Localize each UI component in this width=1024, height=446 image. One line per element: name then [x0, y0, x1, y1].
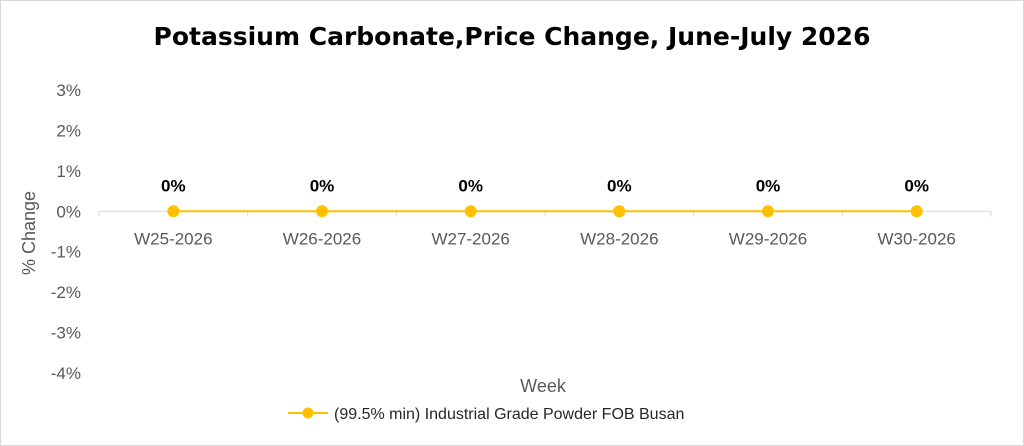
data-point [762, 205, 774, 218]
data-label: 0% [458, 176, 483, 195]
y-tick-label: 1% [56, 162, 81, 181]
data-label: 0% [161, 176, 186, 195]
data-point [910, 205, 923, 218]
x-tick-label: W29-2026 [729, 229, 807, 248]
data-label: 0% [310, 176, 335, 195]
x-tick-label: W30-2026 [877, 229, 955, 248]
data-point [613, 205, 626, 218]
x-axis: W25-2026 W26-2026 W27-2026 W28-2026 W29-2026… [98, 210, 992, 248]
x-tick-label: W27-2026 [431, 229, 509, 248]
data-label: 0% [756, 176, 781, 195]
data-point [167, 205, 180, 218]
legend: (99.5% min) Industrial Grade Powder FOB … [288, 406, 684, 423]
data-point [316, 205, 328, 218]
y-tick-label: -1% [51, 243, 81, 262]
legend-label: (99.5% min) Industrial Grade Powder FOB … [334, 406, 684, 423]
x-axis-title: Week [520, 376, 567, 396]
y-tick-label: 0% [56, 202, 81, 221]
legend-marker [302, 407, 314, 419]
y-tick-label: -2% [51, 283, 81, 302]
y-tick-label: -4% [51, 364, 81, 383]
y-axis-ticks: 3% 2% 1% 0% -1% -2% -3% -4% [51, 81, 81, 383]
y-axis-title: % Change [19, 191, 39, 275]
series-layer: 0% 0% 0% 0% 0% 0% [161, 176, 929, 218]
y-tick-label: -3% [51, 324, 81, 343]
chart-title: Potassium Carbonate,Price Change, June-J… [154, 22, 871, 51]
y-tick-label: 2% [56, 121, 81, 140]
y-tick-label: 3% [56, 81, 81, 100]
x-tick-label: W28-2026 [580, 229, 658, 248]
data-label: 0% [904, 176, 929, 195]
data-label: 0% [607, 176, 632, 195]
x-tick-label: W25-2026 [134, 229, 212, 248]
data-point [464, 205, 477, 218]
x-tick-label: W26-2026 [283, 229, 361, 248]
